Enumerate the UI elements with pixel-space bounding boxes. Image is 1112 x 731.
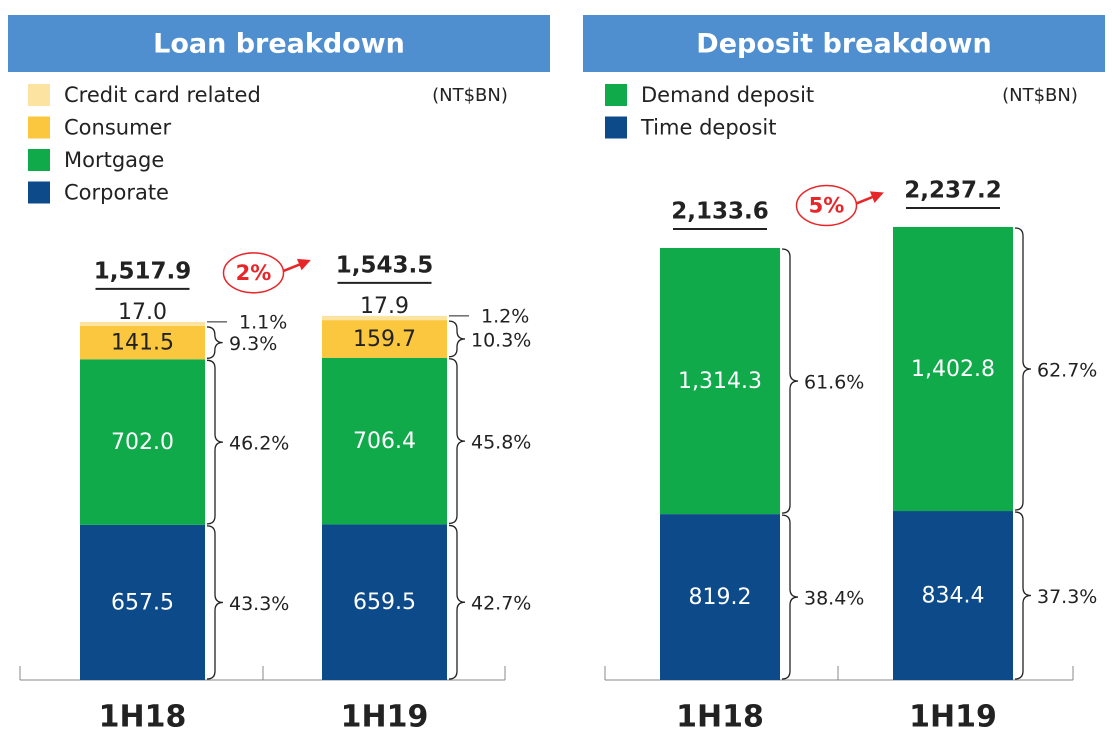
- bar-segment: [893, 226, 1013, 512]
- value-label: 834.4: [922, 584, 985, 609]
- value-label: 141.5: [111, 331, 174, 356]
- x-tick-label: 1H19: [341, 700, 429, 731]
- bar-segment: [322, 357, 447, 525]
- share-brace: [448, 320, 466, 358]
- share-label: 37.3%: [1037, 586, 1097, 608]
- share-label: 62.7%: [1037, 360, 1097, 382]
- legend-swatch: [605, 84, 627, 106]
- value-label: 159.7: [353, 327, 416, 352]
- share-label: 45.8%: [471, 432, 531, 454]
- growth-label: 5%: [809, 193, 845, 217]
- share-label: 46.2%: [229, 433, 289, 455]
- share-brace: [206, 525, 224, 680]
- chart-title: Deposit breakdown: [696, 29, 991, 60]
- legend-swatch: [605, 116, 627, 139]
- total-label: 1,543.5: [336, 252, 434, 278]
- x-tick-label: 1H19: [909, 700, 997, 731]
- x-tick-label: 1H18: [99, 700, 187, 731]
- legend-swatch: [28, 84, 50, 106]
- value-label: 706.4: [353, 429, 416, 454]
- value-label: 819.2: [689, 585, 752, 610]
- unit-label: (NT$BN): [1002, 85, 1078, 106]
- legend-label: Consumer: [64, 116, 171, 140]
- total-label: 2,133.6: [671, 198, 769, 224]
- share-label: 10.3%: [471, 329, 531, 351]
- value-label: 659.5: [353, 590, 416, 615]
- share-brace: [781, 248, 799, 514]
- total-label: 2,237.2: [904, 177, 1002, 203]
- x-tick-label: 1H18: [676, 700, 764, 731]
- share-label: 9.3%: [229, 333, 277, 355]
- growth-arrow: [283, 258, 311, 273]
- value-label: 17.0: [118, 300, 167, 325]
- bar-segment: [80, 325, 205, 360]
- share-brace: [448, 524, 466, 680]
- bar-segment: [322, 315, 447, 321]
- header: [583, 15, 1105, 72]
- bar-segment: [80, 524, 205, 680]
- unit-label: (NT$BN): [432, 85, 508, 106]
- share-brace: [206, 326, 223, 359]
- value-label: 702.0: [111, 430, 174, 455]
- legend-label: Mortgage: [64, 148, 164, 172]
- share-brace: [1014, 227, 1032, 511]
- share-label: 42.7%: [471, 593, 531, 615]
- bar-segment: [660, 247, 780, 515]
- legend-swatch: [28, 116, 50, 139]
- growth-arrow: [856, 191, 884, 205]
- growth-bubble: [795, 184, 858, 227]
- share-brace: [206, 359, 224, 525]
- bar-segment: [322, 320, 447, 358]
- bar-segment: [893, 511, 1013, 680]
- header: [8, 15, 550, 72]
- share-label: 1.1%: [239, 311, 287, 333]
- share-brace: [448, 358, 466, 525]
- share-brace: [781, 514, 799, 680]
- legend-label: Credit card related: [64, 83, 261, 107]
- legend-swatch: [28, 181, 50, 204]
- bar-segment: [322, 524, 447, 680]
- value-label: 1,314.3: [678, 369, 762, 394]
- total-label: 1,517.9: [94, 258, 192, 284]
- growth-label: 2%: [236, 261, 272, 285]
- legend-swatch: [28, 149, 50, 171]
- legend-label: Corporate: [64, 181, 169, 205]
- share-brace: [1014, 511, 1032, 680]
- bar-segment: [660, 514, 780, 680]
- legend-label: Demand deposit: [641, 83, 814, 107]
- legend-label: Time deposit: [640, 116, 777, 140]
- share-label: 61.6%: [804, 372, 864, 394]
- value-label: 657.5: [111, 590, 174, 615]
- value-label: 17.9: [360, 294, 409, 319]
- chart-title: Loan breakdown: [153, 29, 405, 60]
- share-label: 38.4%: [804, 588, 864, 610]
- share-label: 1.2%: [481, 305, 529, 327]
- value-label: 1,402.8: [911, 357, 995, 382]
- bar-segment: [80, 359, 205, 525]
- bar-segment: [80, 321, 205, 326]
- growth-bubble: [222, 252, 285, 294]
- share-label: 43.3%: [229, 593, 289, 615]
